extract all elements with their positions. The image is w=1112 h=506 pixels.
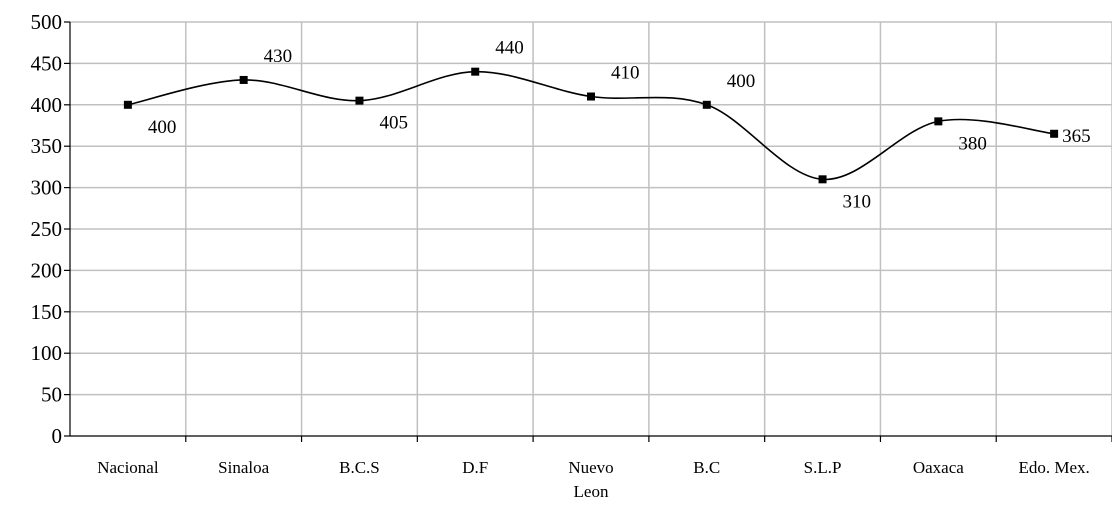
x-tick-label-line: B.C.S xyxy=(339,458,380,477)
y-tick-label: 350 xyxy=(31,134,63,158)
x-tick-label: B.C xyxy=(693,458,720,477)
y-tick-label: 500 xyxy=(31,10,63,34)
data-label: 410 xyxy=(611,63,640,84)
x-tick-label-line: Oaxaca xyxy=(913,458,964,477)
y-tick-label: 450 xyxy=(31,51,63,75)
data-label: 430 xyxy=(264,46,293,67)
x-tick-label-line: Nuevo xyxy=(568,458,613,477)
data-point-marker xyxy=(934,117,943,126)
data-label: 400 xyxy=(148,117,177,138)
data-markers xyxy=(123,67,1059,184)
y-tick-label: 0 xyxy=(52,424,63,448)
x-tick-label-line: Edo. Mex. xyxy=(1018,458,1089,477)
x-tick-label: Nacional xyxy=(97,458,159,477)
x-tick-label: D.F xyxy=(462,458,488,477)
series-line xyxy=(127,70,1055,181)
grid xyxy=(70,21,1112,436)
data-label: 380 xyxy=(958,133,987,154)
y-tick-label: 200 xyxy=(31,258,63,282)
data-point-marker xyxy=(818,175,827,184)
x-tick-label: S.L.P xyxy=(804,458,842,477)
x-tick-label-line: Nacional xyxy=(97,458,159,477)
data-point-marker xyxy=(239,75,248,84)
x-tick-label: Sinaloa xyxy=(218,458,269,477)
x-tick-label-line: D.F xyxy=(462,458,488,477)
x-tick-labels: Nacional Sinaloa B.C.S D.F Nuevo Leon B.C S.L.P… xyxy=(97,458,1090,501)
x-tick-label: Edo. Mex. xyxy=(1018,458,1089,477)
y-tick-labels: 0 50 100 150 200 250 300 350 400 450 500 xyxy=(31,10,63,448)
data-point-marker xyxy=(355,96,364,105)
y-tick-label: 150 xyxy=(31,300,63,324)
data-point-marker xyxy=(702,100,711,109)
data-label: 440 xyxy=(495,38,524,59)
data-point-marker xyxy=(123,100,132,109)
y-tick-label: 300 xyxy=(31,176,63,200)
x-tick-label: Nuevo Leon xyxy=(568,458,613,501)
x-tick-label-line: S.L.P xyxy=(804,458,842,477)
y-tick-label: 250 xyxy=(31,217,63,241)
data-label: 365 xyxy=(1062,126,1091,147)
y-tick-label: 100 xyxy=(31,341,63,365)
data-point-marker xyxy=(587,92,595,101)
data-labels: 400 430 405 440 410 400 310 380 365 xyxy=(148,38,1091,213)
data-point-marker xyxy=(1050,129,1059,138)
x-tick-label-line: B.C xyxy=(693,458,720,477)
data-label: 405 xyxy=(379,113,408,134)
x-tick-label-line: Leon xyxy=(574,482,609,501)
data-label: 310 xyxy=(843,191,872,212)
data-label: 400 xyxy=(727,71,756,92)
data-point-marker xyxy=(471,67,480,76)
x-tick-label-line: Sinaloa xyxy=(218,458,269,477)
x-tick-label: B.C.S xyxy=(339,458,380,477)
y-tick-label: 50 xyxy=(41,383,62,407)
y-tick-label: 400 xyxy=(31,93,63,117)
x-tick-label: Oaxaca xyxy=(913,458,964,477)
axes xyxy=(64,21,1112,442)
